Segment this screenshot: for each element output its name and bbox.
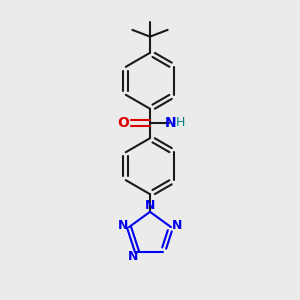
Text: N: N: [171, 219, 182, 232]
Text: N: N: [145, 200, 155, 212]
Text: N: N: [118, 219, 129, 232]
Text: N: N: [165, 116, 176, 130]
Text: O: O: [118, 116, 129, 130]
Text: N: N: [128, 250, 139, 263]
Text: H: H: [176, 116, 186, 129]
